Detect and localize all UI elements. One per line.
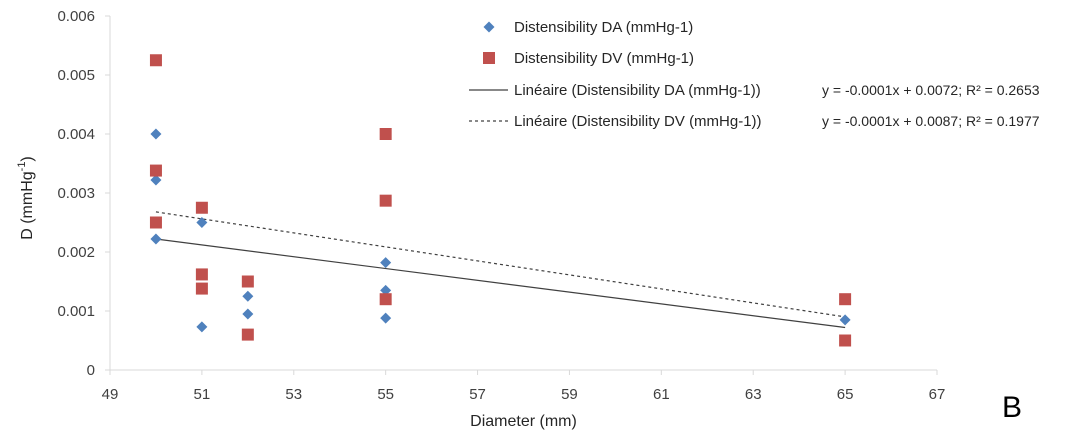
data-point-dv	[149, 54, 162, 67]
trendline	[155, 211, 846, 318]
data-point-dv	[379, 128, 392, 140]
data-point-dv	[195, 268, 208, 281]
data-points	[149, 54, 852, 347]
x-tick-label: 63	[745, 386, 762, 403]
legend-marker-dv	[483, 52, 495, 64]
legend-label: Distensibility DV (mmHg-1)	[514, 50, 694, 67]
x-tick-label: 53	[285, 386, 302, 403]
data-point-da	[196, 217, 208, 228]
legend-label: Linéaire (Distensibility DA (mmHg-1))	[514, 82, 761, 99]
axes: 49 51 53 55 57 59 61 63 65 67 0 0.001 0.002 0.003 0.0…	[57, 8, 945, 403]
data-point-dv	[195, 201, 208, 214]
data-point-da	[242, 290, 254, 302]
y-tick-label: 0.005	[57, 67, 95, 84]
data-point-dv	[241, 328, 254, 341]
data-point-da	[150, 128, 162, 140]
y-tick-label: 0.001	[57, 303, 95, 320]
x-tick-label: 49	[102, 386, 119, 403]
data-point-dv	[379, 194, 392, 207]
y-axis-ticks: 0 0.001 0.002 0.003 0.004 0.005 0.006	[57, 8, 110, 379]
data-point-da	[242, 308, 254, 320]
data-point-dv	[149, 164, 162, 177]
y-tick-label: 0.003	[57, 185, 95, 202]
x-tick-label: 57	[469, 386, 486, 403]
legend: Distensibility DA (mmHg-1) Distensibility…	[469, 19, 1040, 130]
data-point-da	[380, 257, 392, 269]
data-point-dv	[149, 216, 162, 229]
trendline-equation: y = -0.0001x + 0.0072; R² = 0.2653	[822, 82, 1040, 98]
y-tick-label: 0.002	[57, 244, 95, 261]
y-tick-label: 0	[87, 362, 95, 379]
legend-label: Distensibility DA (mmHg-1)	[514, 19, 693, 36]
data-point-dv	[839, 334, 852, 347]
legend-marker-da	[483, 21, 495, 33]
trendline-equation: y = -0.0001x + 0.0087; R² = 0.1977	[822, 113, 1040, 129]
x-tick-label: 65	[837, 386, 854, 403]
x-axis-ticks: 49 51 53 55 57 59 61 63 65 67	[102, 370, 946, 403]
x-tick-label: 55	[377, 386, 394, 403]
y-tick-label: 0.004	[57, 126, 95, 143]
data-point-da	[196, 321, 208, 333]
x-tick-label: 61	[653, 386, 670, 403]
legend-label: Linéaire (Distensibility DV (mmHg-1))	[514, 113, 762, 130]
data-point-da	[150, 233, 162, 245]
panel-label: B	[1002, 391, 1022, 424]
data-point-dv	[241, 275, 254, 288]
data-point-da	[380, 284, 392, 296]
trendlines	[155, 211, 846, 329]
x-tick-label: 59	[561, 386, 578, 403]
data-point-da	[380, 312, 392, 324]
data-point-da	[150, 174, 162, 186]
data-point-da	[839, 314, 851, 326]
trendline	[155, 238, 846, 329]
data-point-dv	[839, 293, 852, 306]
x-tick-label: 51	[194, 386, 211, 403]
data-point-dv	[379, 293, 392, 306]
y-tick-label: 0.006	[57, 8, 95, 25]
x-axis-title: Diameter (mm)	[470, 413, 577, 430]
data-point-dv	[195, 282, 208, 295]
x-tick-label: 67	[929, 386, 946, 403]
y-axis-title: D (mmHg-1)	[16, 156, 36, 240]
